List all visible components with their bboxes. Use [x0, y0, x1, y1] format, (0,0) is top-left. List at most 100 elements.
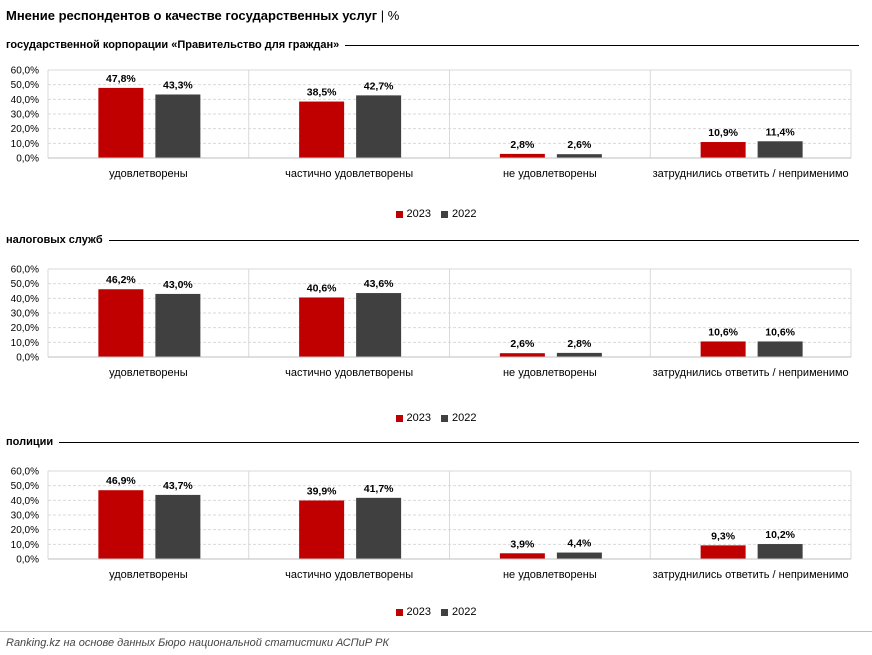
y-tick-label: 10,0%: [11, 139, 39, 150]
data-label: 10,2%: [765, 529, 795, 541]
y-tick-label: 30,0%: [11, 110, 39, 121]
bar-chart-police: 0,0% 10,0% 20,0% 30,0% 40,0% 50,0% 60,0% 46,9% 4…: [11, 467, 852, 581]
bar-2022: [757, 341, 803, 357]
y-tick-label: 20,0%: [11, 124, 39, 135]
legend-item-2023: 2023: [395, 412, 431, 424]
section-header-3: полиции: [6, 436, 859, 448]
section-title: государственной корпорации «Правительств…: [6, 39, 340, 51]
bar-2022: [155, 293, 201, 357]
page-title: Мнение респондентов о качестве государст…: [6, 8, 399, 23]
legend-label-2023: 2023: [406, 606, 431, 618]
y-tick-label: 30,0%: [11, 511, 39, 522]
legend-item-2022: 2022: [441, 208, 476, 220]
y-tick-label: 0,0%: [16, 154, 39, 165]
section-header-1: государственной корпорации «Правительств…: [6, 39, 859, 51]
data-label: 2,8%: [510, 139, 535, 151]
legend-swatch-2023: [395, 608, 403, 616]
bar-2022: [155, 94, 201, 158]
legend-swatch-2023: [395, 414, 403, 422]
data-label: 46,2%: [106, 274, 136, 286]
data-label: 3,9%: [510, 538, 535, 550]
bar-2022: [556, 154, 602, 158]
legend-label-2022: 2022: [452, 412, 477, 424]
legend: 2023 2022: [0, 606, 872, 618]
category-label: частично удовлетворены: [285, 168, 413, 180]
legend: 2023 2022: [0, 208, 872, 220]
bar-chart-tax-services: 0,0% 10,0% 20,0% 30,0% 40,0% 50,0% 60,0% 46,2% 4…: [11, 265, 852, 379]
footer-divider: [0, 631, 872, 632]
category-label: частично удовлетворены: [285, 367, 413, 379]
bar-2023: [299, 500, 345, 559]
y-tick-label: 20,0%: [11, 525, 39, 536]
legend-item-2023: 2023: [395, 606, 431, 618]
bar-2023: [299, 101, 345, 158]
data-label: 38,5%: [307, 87, 337, 99]
legend: 2023 2022: [0, 412, 872, 424]
bar-2023: [700, 545, 746, 559]
category-label: затруднились ответить / неприменимо: [653, 168, 849, 180]
section-header-2: налоговых служб: [6, 234, 859, 246]
y-tick-label: 10,0%: [11, 338, 39, 349]
legend-swatch-2022: [441, 210, 448, 218]
data-label: 43,6%: [364, 278, 394, 290]
data-label: 10,9%: [708, 127, 738, 139]
category-label: затруднились ответить / неприменимо: [653, 569, 849, 581]
category-label: не удовлетворены: [503, 168, 597, 180]
section-divider: [345, 44, 859, 46]
y-tick-label: 40,0%: [11, 95, 39, 106]
section-title: полиции: [6, 436, 54, 448]
bar-2023: [499, 553, 545, 559]
legend-item-2022: 2022: [441, 412, 476, 424]
y-tick-label: 50,0%: [11, 80, 39, 91]
y-tick-label: 40,0%: [11, 294, 39, 305]
legend-item-2022: 2022: [441, 606, 476, 618]
data-label: 41,7%: [364, 483, 394, 495]
bar-2023: [98, 490, 144, 559]
section-divider: [59, 441, 859, 443]
bar-2022: [356, 497, 402, 559]
y-tick-label: 0,0%: [16, 353, 39, 364]
category-label: не удовлетворены: [503, 569, 597, 581]
data-label: 43,3%: [163, 79, 193, 91]
category-label: частично удовлетворены: [285, 569, 413, 581]
section-title: налоговых служб: [6, 234, 103, 246]
legend-label-2022: 2022: [452, 606, 477, 618]
bar-2022: [556, 352, 602, 357]
data-label: 2,6%: [567, 139, 592, 151]
y-tick-label: 60,0%: [11, 265, 39, 276]
y-tick-label: 30,0%: [11, 309, 39, 320]
legend-label-2023: 2023: [406, 412, 431, 424]
category-label: удовлетворены: [109, 367, 188, 379]
legend-label-2023: 2023: [406, 208, 431, 220]
y-tick-label: 60,0%: [11, 66, 39, 77]
bar-2022: [356, 293, 402, 357]
y-tick-label: 0,0%: [16, 555, 39, 566]
y-tick-label: 60,0%: [11, 467, 39, 478]
data-label: 11,4%: [766, 126, 796, 138]
category-label: затруднились ответить / неприменимо: [653, 367, 849, 379]
legend-swatch-2022: [441, 608, 448, 616]
bar-2023: [499, 153, 545, 158]
data-label: 43,7%: [163, 480, 193, 492]
data-label: 10,6%: [708, 326, 738, 338]
data-label: 2,8%: [567, 338, 592, 350]
data-label: 47,8%: [106, 73, 136, 85]
category-label: удовлетворены: [109, 569, 188, 581]
page-title-text: Мнение респондентов о качестве государст…: [6, 8, 378, 23]
data-label: 10,6%: [765, 326, 795, 338]
legend-swatch-2022: [441, 414, 448, 422]
data-label: 40,6%: [307, 282, 337, 294]
data-label: 9,3%: [711, 530, 736, 542]
data-label: 42,7%: [364, 80, 394, 92]
legend-item-2023: 2023: [395, 208, 431, 220]
data-label: 39,9%: [307, 485, 337, 497]
y-tick-label: 50,0%: [11, 279, 39, 290]
y-tick-label: 10,0%: [11, 540, 39, 551]
bar-2023: [98, 87, 144, 158]
legend-swatch-2023: [395, 210, 403, 218]
data-label: 2,6%: [510, 338, 535, 350]
data-label: 46,9%: [106, 475, 136, 487]
source-footer: Ranking.kz на основе данных Бюро национа…: [6, 637, 389, 649]
data-label: 43,0%: [163, 279, 193, 291]
bar-2022: [757, 141, 803, 158]
